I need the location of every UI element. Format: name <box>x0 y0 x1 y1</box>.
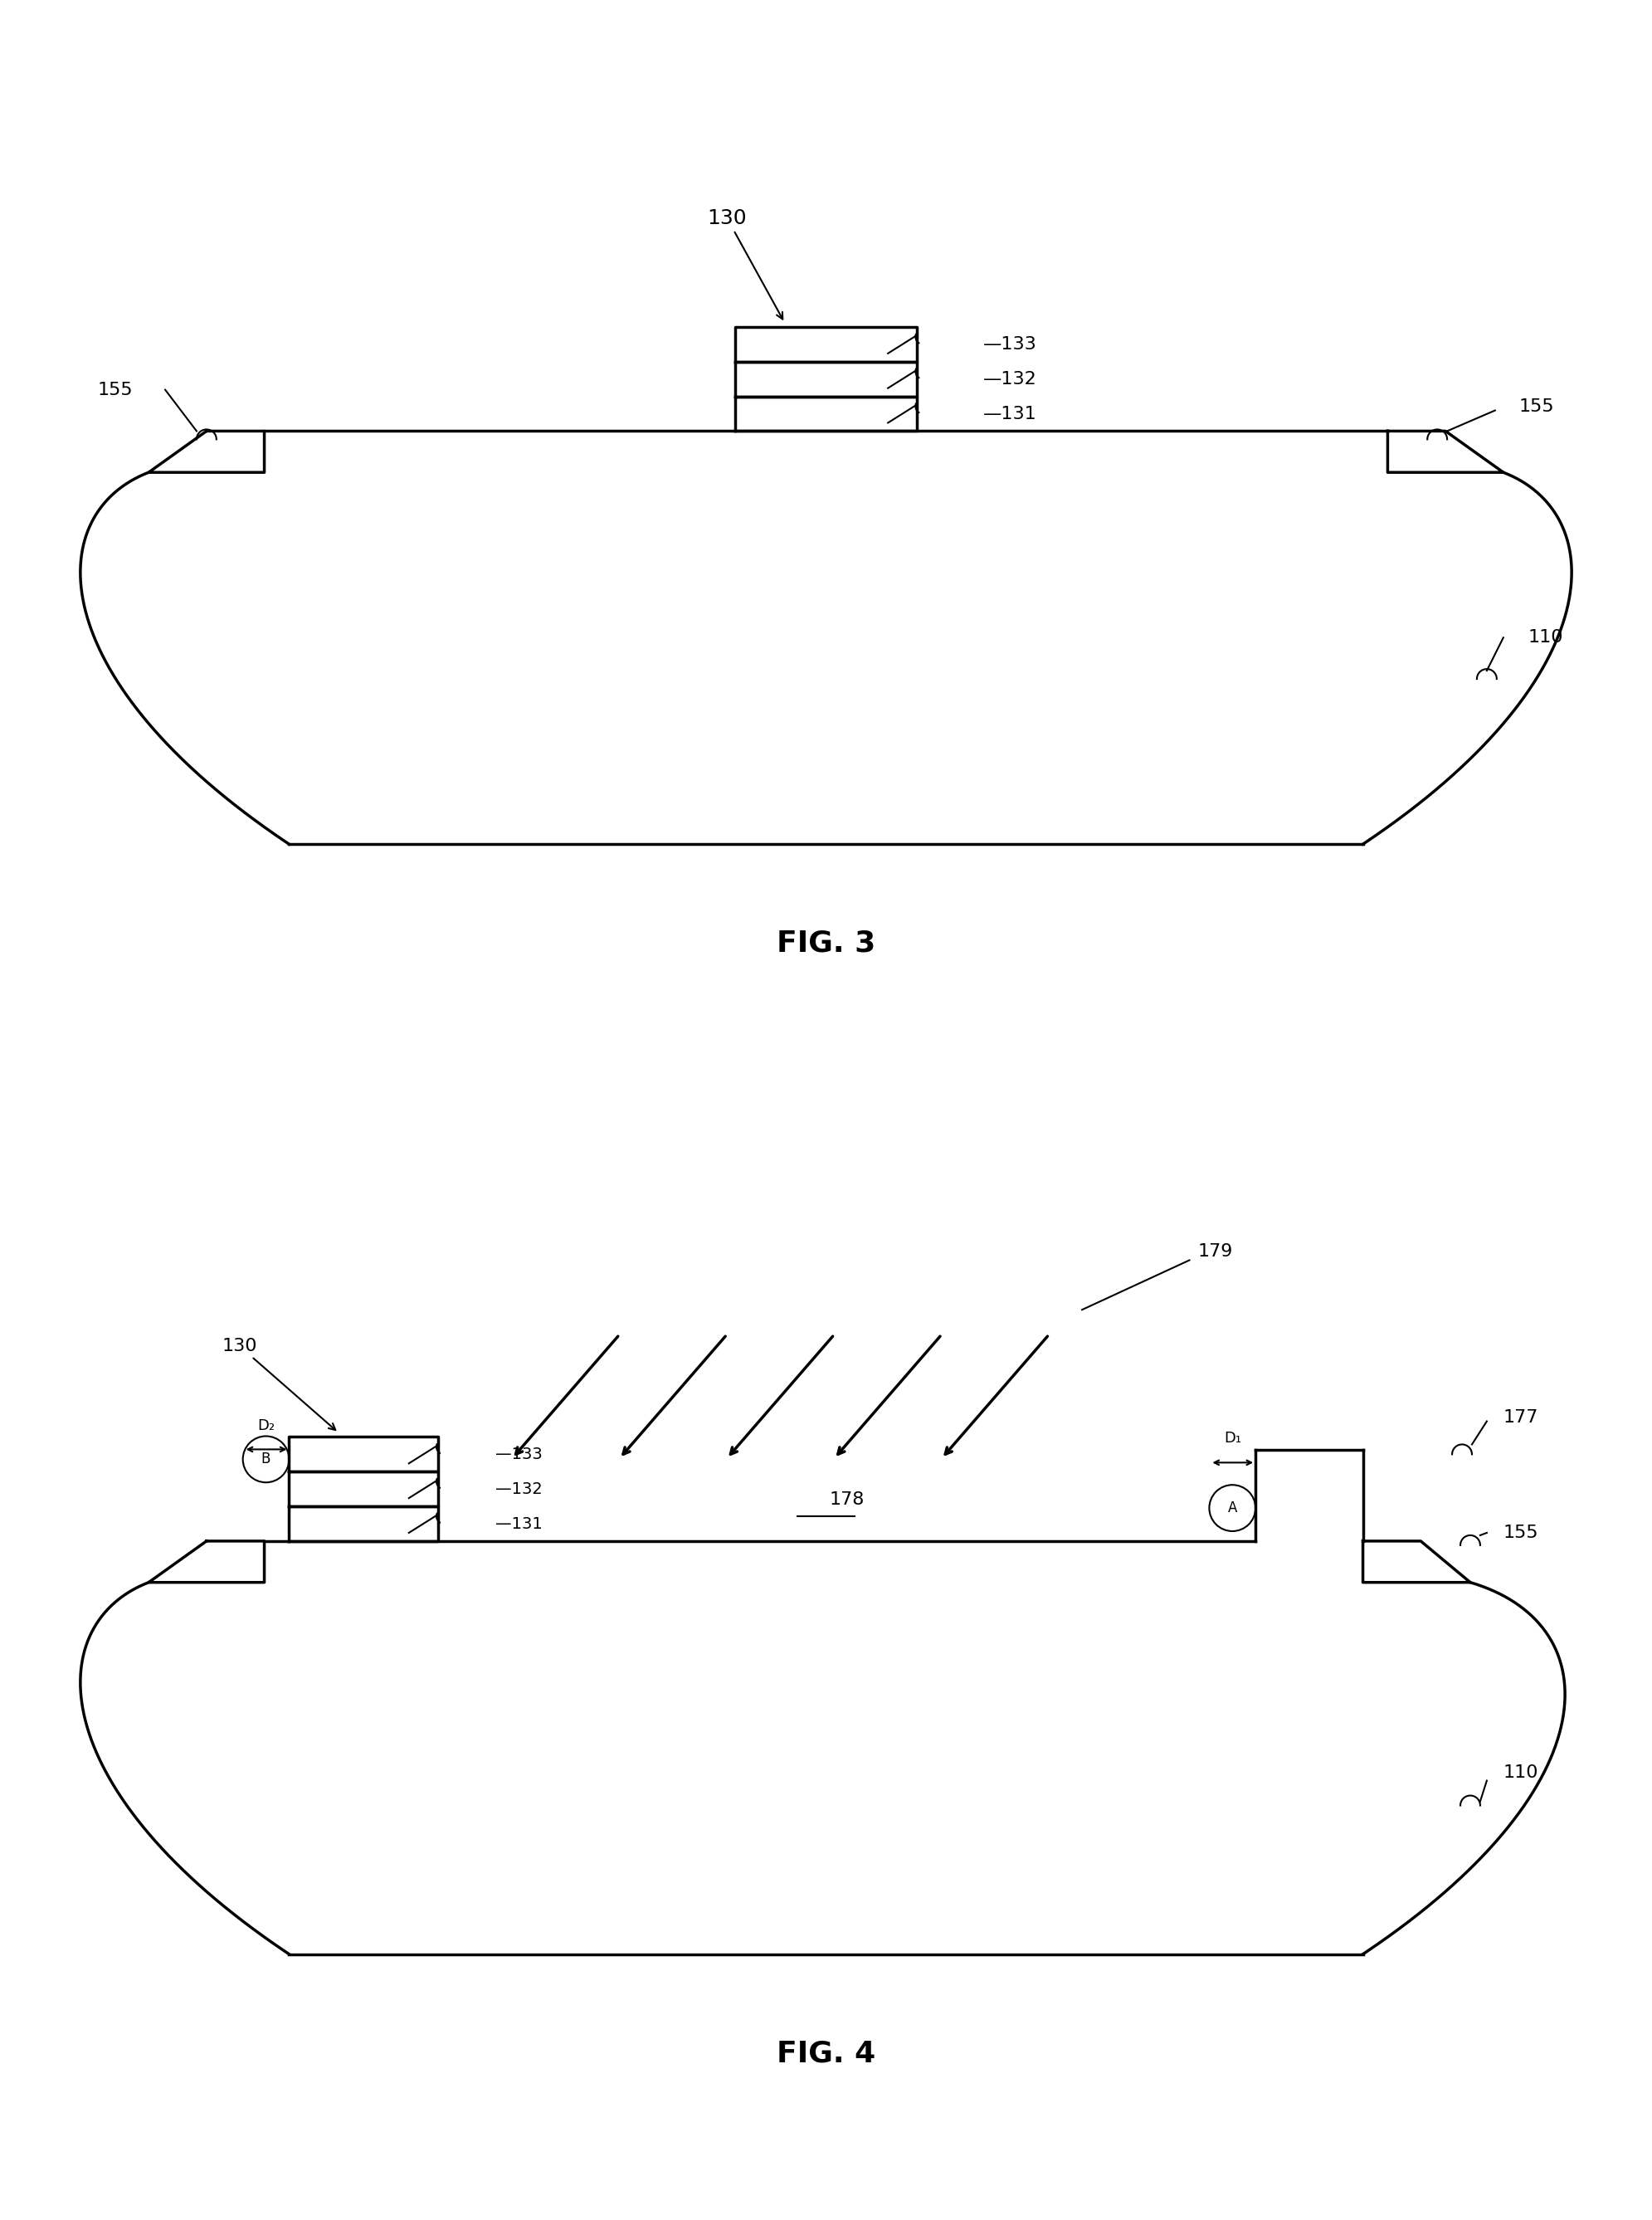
Text: 110: 110 <box>1503 1765 1538 1780</box>
Text: —132: —132 <box>983 371 1037 386</box>
Text: —133: —133 <box>496 1447 544 1463</box>
Text: 130: 130 <box>707 209 783 320</box>
Text: FIG. 4: FIG. 4 <box>776 2040 876 2067</box>
Text: 155: 155 <box>97 382 134 397</box>
Text: 130: 130 <box>221 1339 335 1430</box>
Text: D₁: D₁ <box>1224 1432 1242 1445</box>
Text: 155: 155 <box>1503 1525 1538 1541</box>
Text: —132: —132 <box>496 1481 544 1496</box>
Text: D₂: D₂ <box>258 1419 276 1432</box>
Text: A: A <box>1227 1501 1237 1516</box>
Text: 155: 155 <box>1518 397 1555 415</box>
Text: FIG. 3: FIG. 3 <box>776 930 876 957</box>
Text: 177: 177 <box>1503 1410 1538 1425</box>
Text: 178: 178 <box>829 1492 864 1507</box>
Text: 110: 110 <box>1528 628 1563 646</box>
Text: —131: —131 <box>983 406 1037 422</box>
Text: 179: 179 <box>1198 1243 1232 1261</box>
Text: B: B <box>261 1452 271 1467</box>
Text: —131: —131 <box>496 1516 544 1532</box>
Text: —133: —133 <box>983 335 1037 353</box>
